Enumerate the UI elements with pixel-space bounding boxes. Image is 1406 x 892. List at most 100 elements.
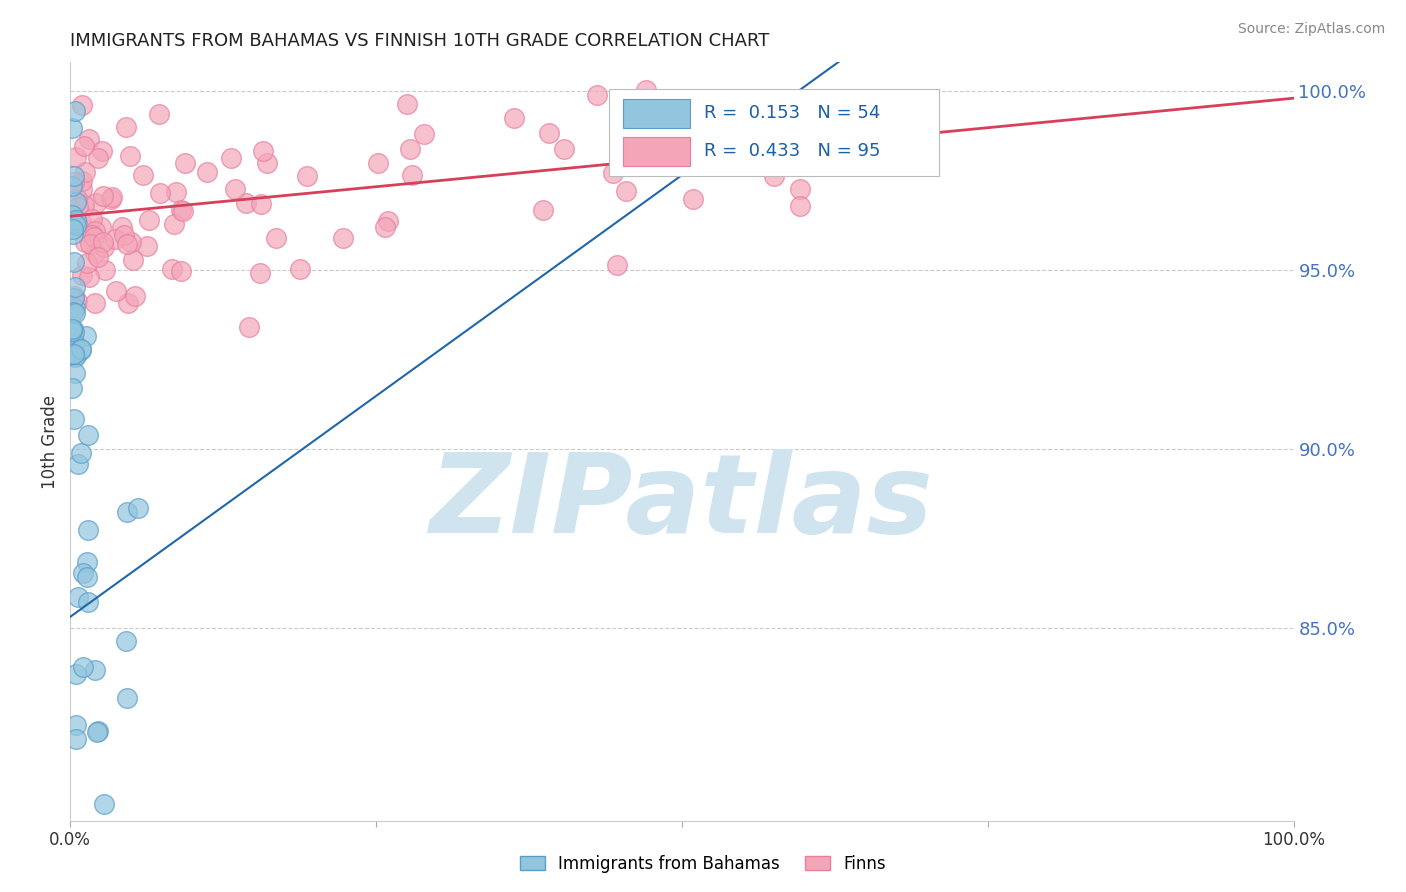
Point — [121, 253, 143, 268]
Point — [401, 168, 423, 182]
Point — [70, 215, 93, 229]
Point — [72, 98, 94, 112]
Point — [264, 231, 287, 245]
FancyBboxPatch shape — [609, 89, 939, 177]
Point — [86, 723, 108, 738]
Point — [395, 97, 418, 112]
Point — [63, 347, 86, 361]
Point — [79, 237, 101, 252]
Point — [73, 198, 96, 212]
Point — [62, 322, 84, 336]
Point — [553, 142, 575, 156]
Point — [377, 213, 399, 227]
Point — [112, 227, 135, 242]
Point — [63, 169, 86, 183]
Bar — [623, 99, 690, 128]
Point — [170, 203, 193, 218]
Point — [63, 351, 86, 365]
Point — [70, 343, 93, 358]
Point — [799, 152, 821, 166]
Point — [332, 231, 354, 245]
Point — [83, 246, 105, 260]
Point — [65, 103, 87, 118]
Point — [249, 266, 271, 280]
Point — [63, 289, 86, 303]
Point — [60, 348, 83, 362]
Point — [63, 291, 86, 305]
Point — [65, 666, 87, 681]
Point — [173, 156, 195, 170]
Point — [531, 203, 554, 218]
Point — [77, 132, 100, 146]
Point — [297, 169, 319, 183]
Y-axis label: 10th Grade: 10th Grade — [41, 394, 59, 489]
Point — [63, 411, 86, 425]
Point — [124, 289, 146, 303]
Point — [65, 212, 87, 227]
Point — [66, 215, 89, 229]
Point — [65, 718, 87, 732]
Point — [93, 240, 115, 254]
Point — [66, 200, 89, 214]
Point — [66, 590, 89, 604]
Point — [63, 216, 86, 230]
Point — [84, 196, 107, 211]
Point — [63, 280, 86, 294]
Point — [132, 168, 155, 182]
Point — [70, 182, 93, 196]
Point — [104, 284, 127, 298]
Point — [75, 329, 97, 343]
Point — [170, 264, 193, 278]
Bar — [623, 136, 690, 166]
Point — [80, 227, 103, 242]
Point — [86, 725, 108, 739]
Text: Source: ZipAtlas.com: Source: ZipAtlas.com — [1237, 22, 1385, 37]
Point — [62, 321, 84, 335]
Text: R =  0.433   N = 95: R = 0.433 N = 95 — [704, 142, 880, 161]
Point — [76, 255, 98, 269]
Point — [62, 175, 84, 189]
Point — [90, 219, 112, 234]
Point — [63, 366, 86, 380]
Point — [83, 663, 105, 677]
Point — [238, 320, 260, 334]
Point — [165, 185, 187, 199]
Point — [224, 182, 246, 196]
Point — [86, 152, 108, 166]
Point — [76, 554, 98, 568]
Point — [413, 127, 436, 141]
Point — [290, 261, 312, 276]
Point — [93, 189, 115, 203]
Point — [221, 151, 243, 165]
Point — [69, 445, 91, 459]
Point — [138, 212, 160, 227]
Point — [66, 457, 89, 471]
Point — [148, 106, 170, 120]
Point — [76, 595, 98, 609]
Point — [73, 165, 96, 179]
Point — [117, 295, 139, 310]
Point — [118, 149, 141, 163]
Point — [115, 236, 138, 251]
Point — [249, 196, 271, 211]
Point — [62, 305, 84, 319]
Point — [63, 326, 86, 340]
Point — [70, 174, 93, 188]
Point — [634, 83, 657, 97]
Point — [614, 184, 637, 198]
Point — [503, 112, 526, 126]
Point — [162, 261, 184, 276]
Text: R =  0.153   N = 54: R = 0.153 N = 54 — [704, 104, 880, 122]
Legend: Immigrants from Bahamas, Finns: Immigrants from Bahamas, Finns — [513, 848, 893, 880]
Point — [135, 239, 157, 253]
Point — [172, 204, 194, 219]
Text: IMMIGRANTS FROM BAHAMAS VS FINNISH 10TH GRADE CORRELATION CHART: IMMIGRANTS FROM BAHAMAS VS FINNISH 10TH … — [70, 32, 769, 50]
Point — [149, 186, 172, 200]
Point — [93, 797, 115, 811]
Point — [235, 196, 257, 211]
Point — [70, 268, 93, 282]
Point — [77, 523, 100, 537]
Point — [163, 217, 186, 231]
Point — [63, 301, 86, 315]
Point — [62, 222, 84, 236]
